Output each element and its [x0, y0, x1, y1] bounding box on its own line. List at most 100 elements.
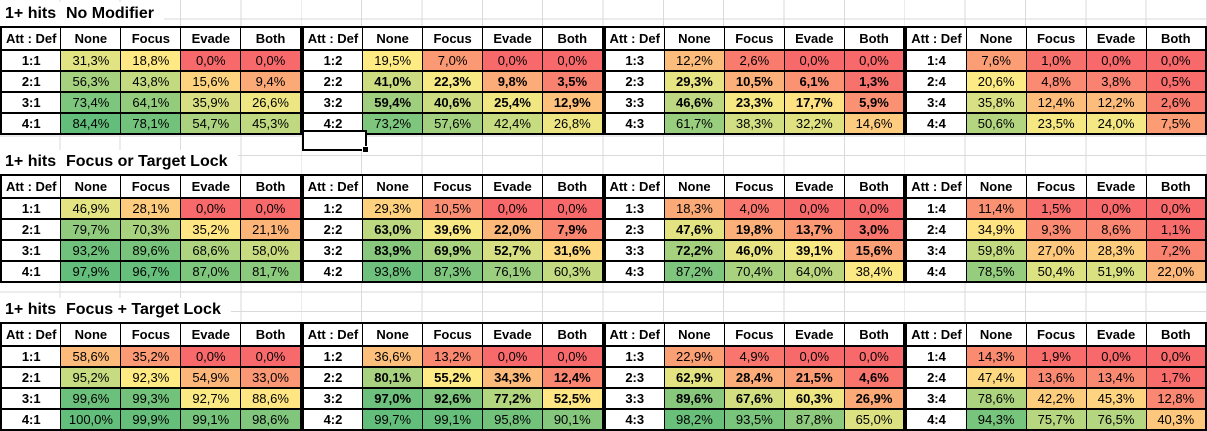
value-cell[interactable]: 18,3%: [663, 197, 725, 220]
header-cell[interactable]: Both: [1145, 26, 1207, 51]
row-label-cell[interactable]: 3:2: [302, 239, 364, 262]
value-cell[interactable]: 84,4%: [60, 112, 122, 135]
header-cell[interactable]: Focus: [120, 174, 182, 199]
header-cell[interactable]: Focus: [422, 174, 484, 199]
value-cell[interactable]: 40,3%: [1145, 408, 1207, 431]
value-cell[interactable]: 0,0%: [542, 345, 603, 368]
value-cell[interactable]: 52,7%: [482, 239, 543, 262]
header-cell[interactable]: Evade: [482, 26, 543, 51]
value-cell[interactable]: 35,9%: [180, 91, 242, 114]
row-label-cell[interactable]: 3:4: [905, 239, 967, 262]
value-cell[interactable]: 43,8%: [120, 70, 182, 93]
value-cell[interactable]: 31,3%: [60, 49, 122, 72]
value-cell[interactable]: 75,7%: [1025, 408, 1087, 431]
value-cell[interactable]: 12,2%: [663, 49, 725, 72]
value-cell[interactable]: 73,2%: [362, 112, 424, 135]
value-cell[interactable]: 0,0%: [1145, 345, 1207, 368]
header-cell[interactable]: None: [60, 322, 122, 347]
row-label-cell[interactable]: 3:3: [604, 91, 665, 114]
value-cell[interactable]: 0,0%: [240, 49, 302, 72]
value-cell[interactable]: 64,0%: [783, 260, 845, 283]
row-label-cell[interactable]: 1:3: [604, 49, 665, 72]
value-cell[interactable]: 1,7%: [1145, 366, 1207, 389]
active-cell-cursor[interactable]: [302, 130, 369, 153]
header-cell[interactable]: None: [965, 174, 1027, 199]
value-cell[interactable]: 35,2%: [180, 218, 242, 241]
value-cell[interactable]: 99,9%: [120, 408, 182, 431]
value-cell[interactable]: 77,2%: [482, 387, 543, 410]
value-cell[interactable]: 21,1%: [240, 218, 302, 241]
value-cell[interactable]: 0,0%: [843, 345, 905, 368]
row-label-cell[interactable]: 1:3: [604, 345, 665, 368]
value-cell[interactable]: 6,1%: [783, 70, 845, 93]
value-cell[interactable]: 0,0%: [783, 197, 845, 220]
header-cell[interactable]: Att : Def: [302, 26, 364, 51]
value-cell[interactable]: 50,4%: [1025, 260, 1087, 283]
value-cell[interactable]: 100,0%: [60, 408, 122, 431]
value-cell[interactable]: 52,5%: [542, 387, 603, 410]
value-cell[interactable]: 83,9%: [362, 239, 424, 262]
value-cell[interactable]: 50,6%: [965, 112, 1027, 135]
value-cell[interactable]: 94,3%: [965, 408, 1027, 431]
value-cell[interactable]: 9,4%: [240, 70, 302, 93]
header-cell[interactable]: Focus: [120, 26, 182, 51]
header-cell[interactable]: None: [362, 26, 424, 51]
row-label-cell[interactable]: 4:4: [905, 260, 967, 283]
value-cell[interactable]: 87,3%: [422, 260, 484, 283]
value-cell[interactable]: 79,7%: [60, 218, 122, 241]
value-cell[interactable]: 26,8%: [542, 112, 603, 135]
value-cell[interactable]: 4,0%: [723, 197, 785, 220]
value-cell[interactable]: 15,6%: [180, 70, 242, 93]
section-title-text-cell[interactable]: Focus + Target Lock: [61, 298, 231, 322]
value-cell[interactable]: 95,8%: [482, 408, 543, 431]
header-cell[interactable]: Both: [240, 26, 302, 51]
section-title-prefix-cell[interactable]: 1+ hits: [0, 150, 61, 174]
value-cell[interactable]: 0,0%: [1145, 197, 1207, 220]
value-cell[interactable]: 0,0%: [180, 197, 242, 220]
header-cell[interactable]: Att : Def: [905, 26, 967, 51]
value-cell[interactable]: 25,4%: [482, 91, 543, 114]
row-label-cell[interactable]: 3:4: [905, 387, 967, 410]
header-cell[interactable]: Both: [542, 26, 603, 51]
value-cell[interactable]: 1,9%: [1025, 345, 1087, 368]
value-cell[interactable]: 4,8%: [1025, 70, 1087, 93]
header-cell[interactable]: Evade: [180, 26, 242, 51]
value-cell[interactable]: 93,2%: [60, 239, 122, 262]
value-cell[interactable]: 12,4%: [542, 366, 603, 389]
value-cell[interactable]: 90,1%: [542, 408, 603, 431]
header-cell[interactable]: Focus: [1025, 322, 1087, 347]
header-cell[interactable]: Focus: [422, 322, 484, 347]
row-label-cell[interactable]: 1:4: [905, 197, 967, 220]
header-cell[interactable]: Both: [843, 322, 905, 347]
value-cell[interactable]: 47,4%: [965, 366, 1027, 389]
value-cell[interactable]: 32,2%: [783, 112, 845, 135]
header-cell[interactable]: Evade: [783, 174, 845, 199]
value-cell[interactable]: 0,0%: [482, 49, 543, 72]
value-cell[interactable]: 87,2%: [663, 260, 725, 283]
row-label-cell[interactable]: 1:4: [905, 49, 967, 72]
value-cell[interactable]: 3,5%: [542, 70, 603, 93]
value-cell[interactable]: 96,7%: [120, 260, 182, 283]
header-cell[interactable]: Both: [240, 322, 302, 347]
value-cell[interactable]: 9,8%: [482, 70, 543, 93]
value-cell[interactable]: 59,4%: [362, 91, 424, 114]
value-cell[interactable]: 15,6%: [843, 239, 905, 262]
header-cell[interactable]: None: [60, 174, 122, 199]
value-cell[interactable]: 0,0%: [843, 49, 905, 72]
value-cell[interactable]: 22,0%: [482, 218, 543, 241]
row-label-cell[interactable]: 2:2: [302, 366, 364, 389]
header-cell[interactable]: None: [965, 322, 1027, 347]
value-cell[interactable]: 76,1%: [482, 260, 543, 283]
value-cell[interactable]: 99,3%: [120, 387, 182, 410]
value-cell[interactable]: 41,0%: [362, 70, 424, 93]
value-cell[interactable]: 60,3%: [783, 387, 845, 410]
value-cell[interactable]: 12,4%: [1025, 91, 1087, 114]
row-label-cell[interactable]: 3:4: [905, 91, 967, 114]
value-cell[interactable]: 22,3%: [422, 70, 484, 93]
value-cell[interactable]: 22,0%: [1145, 260, 1207, 283]
header-cell[interactable]: Att : Def: [0, 174, 62, 199]
row-label-cell[interactable]: 1:1: [0, 49, 62, 72]
value-cell[interactable]: 31,6%: [542, 239, 603, 262]
value-cell[interactable]: 88,6%: [240, 387, 302, 410]
value-cell[interactable]: 98,6%: [240, 408, 302, 431]
